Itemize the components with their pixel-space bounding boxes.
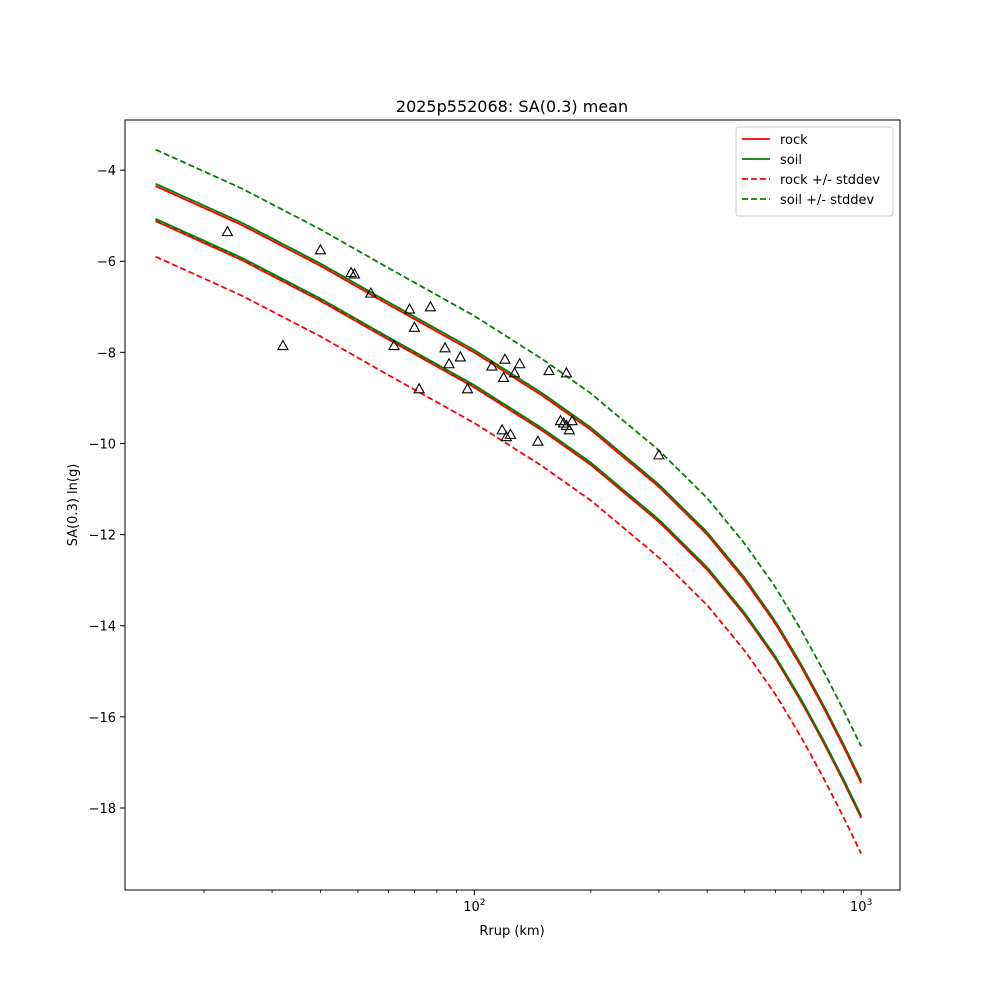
observation-point	[276, 339, 289, 351]
y-tick-label: −18	[89, 802, 116, 817]
legend-label: soil +/- stddev	[780, 193, 875, 208]
x-tick-label: 102	[463, 898, 485, 915]
observation-point	[314, 243, 327, 255]
series-line-3	[155, 185, 862, 784]
series-line-2	[155, 255, 862, 854]
y-tick-label: −16	[89, 711, 116, 726]
legend-label: rock +/- stddev	[780, 173, 880, 188]
observation-point	[454, 350, 467, 362]
plot-frame	[124, 119, 901, 891]
observation-point	[554, 414, 567, 426]
axes-ticks: −4 −6 −8 −10 −12 −14 −16 −18 102 103	[89, 164, 873, 915]
y-tick-label: −6	[97, 255, 116, 270]
observation-point	[543, 364, 555, 376]
y-tick-label: −14	[89, 620, 116, 635]
y-tick-label: −12	[89, 529, 116, 544]
y-tick-label: −8	[97, 346, 116, 361]
observation-point	[560, 366, 573, 378]
observation-point	[221, 225, 234, 237]
legend: rock soil rock +/- stddev soil +/- stddev	[735, 126, 894, 217]
observation-point	[500, 430, 513, 442]
observation-point	[499, 353, 511, 364]
observation-point	[531, 435, 544, 446]
series-line-1	[155, 182, 862, 782]
observation-point	[443, 357, 455, 369]
observation-point	[348, 267, 361, 279]
observation-point	[508, 366, 521, 378]
observation-point	[563, 423, 576, 435]
plot-area	[155, 148, 862, 854]
observation-point	[566, 414, 579, 426]
x-axis-label: Rrup (km)	[479, 924, 544, 939]
observation-point	[403, 302, 416, 314]
y-tick-label: −4	[97, 164, 116, 179]
chart-title: 2025p552068: SA(0.3) mean	[396, 97, 628, 116]
observation-point	[364, 287, 377, 298]
series-line-7	[155, 218, 862, 817]
y-tick-label: −10	[89, 437, 116, 452]
observation-point	[439, 341, 451, 353]
observation-point	[388, 339, 400, 351]
legend-label: soil	[780, 153, 802, 168]
observation-point	[461, 382, 474, 394]
observation-point	[557, 416, 570, 428]
observation-point	[413, 382, 426, 394]
series-line-4	[155, 148, 862, 747]
observation-point	[485, 359, 498, 371]
series-line-6	[155, 220, 862, 819]
observation-point	[408, 321, 421, 332]
observation-point	[652, 448, 665, 460]
observation-point	[504, 428, 517, 439]
y-axis-label: SA(0.3) ln(g)	[66, 464, 81, 547]
legend-label: rock	[780, 133, 808, 148]
x-tick-label: 103	[850, 898, 872, 915]
observation-point	[513, 357, 526, 369]
observation-point	[424, 300, 437, 312]
observation-point	[345, 266, 357, 278]
legend-frame	[735, 126, 894, 217]
observation-point	[497, 371, 510, 382]
observation-point	[496, 423, 509, 435]
